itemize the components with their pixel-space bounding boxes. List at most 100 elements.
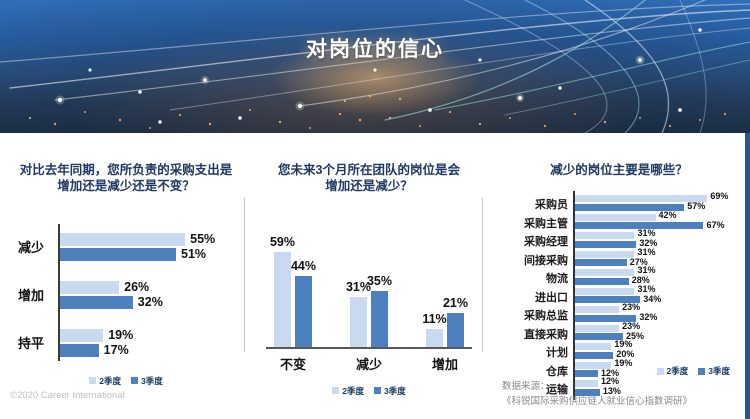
bar-3季度 — [60, 343, 99, 357]
value-label: 69% — [710, 191, 729, 202]
value-label: 44% — [290, 258, 317, 273]
value-label: 57% — [687, 201, 706, 212]
value-label: 26% — [124, 280, 150, 294]
value-label: 32% — [639, 312, 658, 323]
bar-2季度 — [575, 250, 635, 258]
bar-line: 17% — [60, 343, 242, 357]
bar-wrap: 35% — [367, 274, 392, 347]
bar-line: 26% — [60, 280, 242, 294]
bar-3季度 — [575, 370, 598, 378]
bar-group: 持平 19% 17% — [10, 327, 242, 359]
value-label: 31% — [637, 283, 656, 294]
bar-2季度 — [575, 324, 620, 332]
bar-3季度 — [575, 296, 641, 304]
bar-3季度 — [447, 312, 464, 347]
bar-2季度 — [575, 232, 635, 240]
bar-2季度 — [575, 287, 635, 295]
bar-wrap: 31% — [346, 280, 371, 347]
bar-group: 物流 31% 28% — [546, 265, 738, 286]
bar-3季度 — [575, 222, 704, 230]
category-label: 减少 — [18, 240, 45, 255]
bar-line: 51% — [60, 247, 242, 261]
chart-title-team-line1: 您未来3个月所在团队的岗位是会 — [278, 163, 460, 177]
hbar-chart-spend: 减少 55% 51% 增加 26% 32% 持平 19% 17% — [10, 223, 242, 361]
data-source-name: 《科锐国际采购供应链人就业信心指数调研》 — [502, 395, 693, 407]
bar-2季度 — [575, 195, 708, 203]
value-label: 25% — [625, 330, 644, 341]
value-label: 32% — [639, 238, 658, 249]
category-label: 增加 — [18, 288, 45, 303]
category-label: 仓库 — [546, 365, 568, 378]
legend-swatch — [656, 367, 664, 375]
legend-label: 3季度 — [708, 366, 730, 376]
legend-positions: 2季度 3季度 — [656, 365, 730, 377]
bar-3季度 — [575, 277, 629, 285]
legend-item-2: 3季度 — [131, 375, 163, 387]
copyright-text: ©2020 Career International — [10, 390, 125, 401]
vbar-chart-team: 59% 44% 31% 35% 11% 21% — [266, 228, 472, 349]
legend-swatch — [89, 377, 97, 384]
legend-item-1: 2季度 — [656, 365, 689, 377]
value-label: 13% — [602, 386, 621, 397]
x-axis-labels-team: 不变 减少 增加 — [256, 354, 482, 373]
bar-2季度 — [575, 269, 635, 277]
value-label: 32% — [137, 295, 163, 309]
category-label: 采购员 — [535, 199, 568, 212]
bar-line: 32% — [60, 295, 242, 309]
bar-3季度 — [575, 203, 685, 211]
value-label: 35% — [366, 273, 393, 288]
value-label: 21% — [442, 295, 469, 310]
chart-panel-team: 您未来3个月所在团队的岗位是会 增加还是减少？ 59% 44% 31% 35% 11% 2… — [256, 152, 482, 397]
legend-swatch — [332, 387, 340, 394]
bar-2季度 — [60, 280, 120, 294]
bar-group: 增加 26% 32% — [10, 279, 242, 311]
value-label: 51% — [181, 247, 207, 261]
bar-pair: 19% 17% — [60, 327, 242, 359]
legend-label: 3季度 — [141, 375, 163, 386]
value-label: 19% — [614, 357, 633, 368]
category-label: 不变 — [279, 356, 306, 372]
category-label: 进出口 — [535, 291, 568, 304]
bar-pair: 26% 32% — [60, 279, 242, 311]
value-label: 55% — [190, 232, 216, 246]
hbar-chart-positions: 采购员 69% 57% 采购主管 42% 67% 采购经理 31% 32% 间接采购 31% 27% 物… — [524, 191, 738, 400]
chart-panel-positions: 减少的岗位主要是哪些？ 采购员 69% 57% 采购主管 42% 67% 采购经理 31% 32… — [496, 152, 742, 419]
legend-swatch — [374, 387, 381, 394]
value-label: 12% — [601, 367, 620, 378]
bar-2季度 — [426, 328, 443, 347]
bar-2季度 — [60, 328, 104, 342]
bar-2季度 — [350, 296, 367, 347]
legend-label: 2季度 — [342, 385, 364, 396]
chart-panel-spend: 对比去年同期，您所负责的采购支出是 增加还是减少还是不变？ 减少 55% 51% 增加… — [10, 152, 242, 387]
bar-3季度 — [371, 290, 388, 347]
bar-group: 计划 19% 20% — [546, 339, 738, 360]
bar-2季度 — [575, 343, 612, 351]
chart-title-spend: 对比去年同期，您所负责的采购支出是 增加还是减少还是不变？ — [10, 162, 242, 195]
legend-label: 2季度 — [99, 375, 121, 386]
category-label: 持平 — [18, 336, 45, 351]
value-label: 19% — [108, 328, 134, 342]
bar-line: 55% — [60, 232, 242, 246]
bar-2季度 — [60, 232, 186, 246]
value-label: 31% — [345, 279, 372, 294]
legend-item-2: 3季度 — [698, 365, 730, 377]
category-label: 采购主管 — [524, 217, 568, 230]
legend-spend: 2季度 3季度 — [10, 375, 242, 387]
value-label: 23% — [622, 302, 641, 313]
category-label: 物流 — [546, 273, 568, 286]
legend-swatch — [698, 367, 706, 375]
bar-group: 11% 21% — [422, 296, 468, 347]
value-label: 23% — [622, 320, 641, 331]
value-label: 28% — [631, 275, 650, 286]
category-label: 减少 — [355, 356, 382, 372]
value-label: 20% — [616, 349, 635, 360]
bar-group: 运输 12% 13% — [546, 376, 738, 397]
bar-3季度 — [575, 388, 600, 396]
bar-3季度 — [575, 333, 623, 341]
legend-label: 3季度 — [384, 385, 406, 396]
bar-wrap: 59% — [270, 235, 295, 347]
legend-label: 2季度 — [666, 366, 689, 376]
bar-3季度 — [60, 247, 177, 261]
bar-2季度 — [575, 306, 620, 314]
